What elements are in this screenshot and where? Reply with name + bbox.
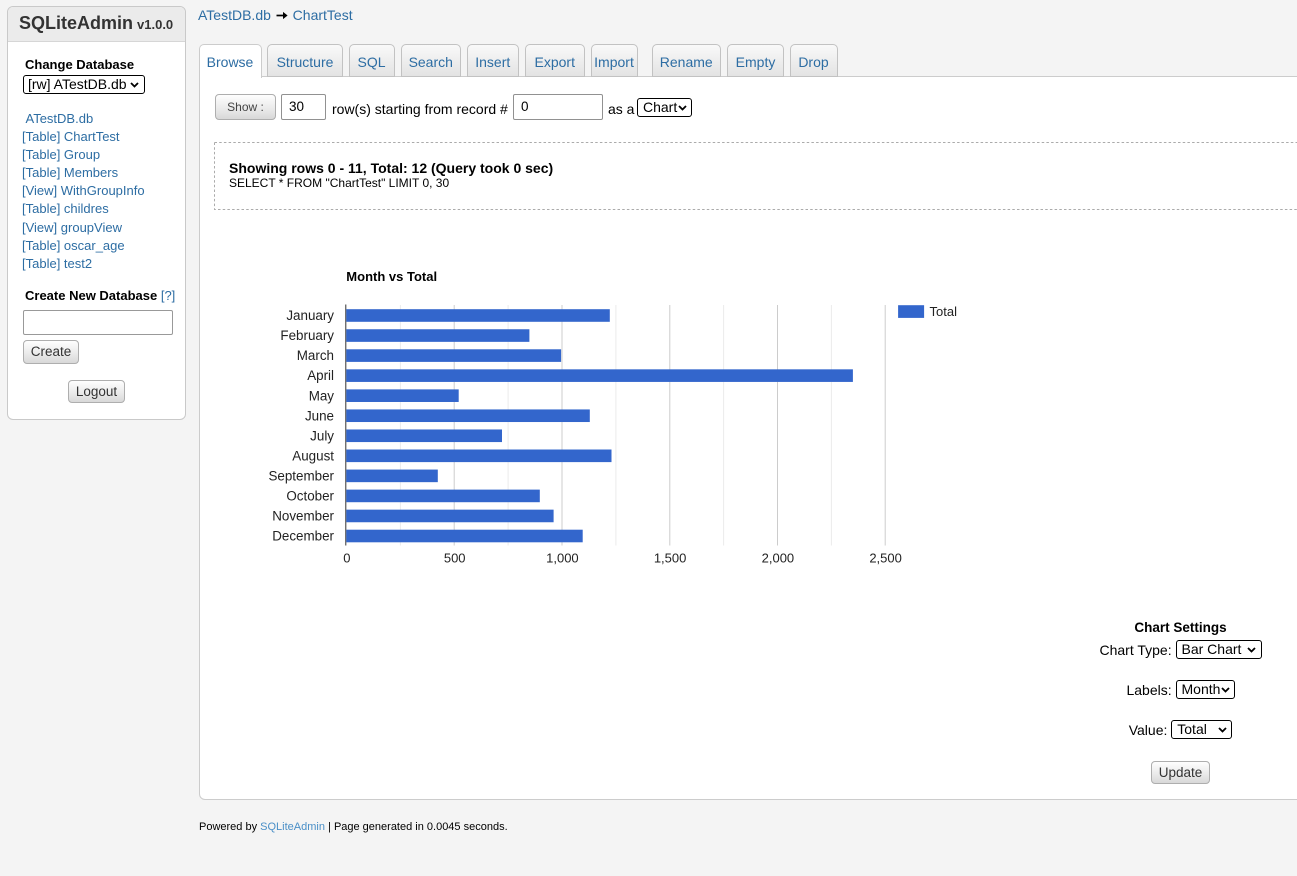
svg-text:August: August [292,448,334,463]
svg-text:February: February [280,328,334,343]
svg-text:July: July [310,428,334,443]
svg-text:June: June [305,408,334,423]
svg-text:October: October [286,489,334,504]
svg-text:Month vs Total: Month vs Total [346,269,437,284]
svg-text:April: April [307,368,334,383]
svg-text:Total: Total [930,304,958,319]
svg-text:December: December [272,529,334,544]
svg-text:2,500: 2,500 [869,550,902,565]
svg-text:January: January [286,308,334,323]
svg-text:1,500: 1,500 [654,550,687,565]
svg-text:May: May [309,388,335,403]
svg-text:500: 500 [444,550,466,565]
svg-text:November: November [272,509,334,524]
svg-text:0: 0 [343,550,350,565]
svg-text:September: September [268,468,334,483]
svg-text:1,000: 1,000 [546,550,579,565]
svg-text:2,000: 2,000 [762,550,795,565]
svg-text:March: March [297,348,334,363]
